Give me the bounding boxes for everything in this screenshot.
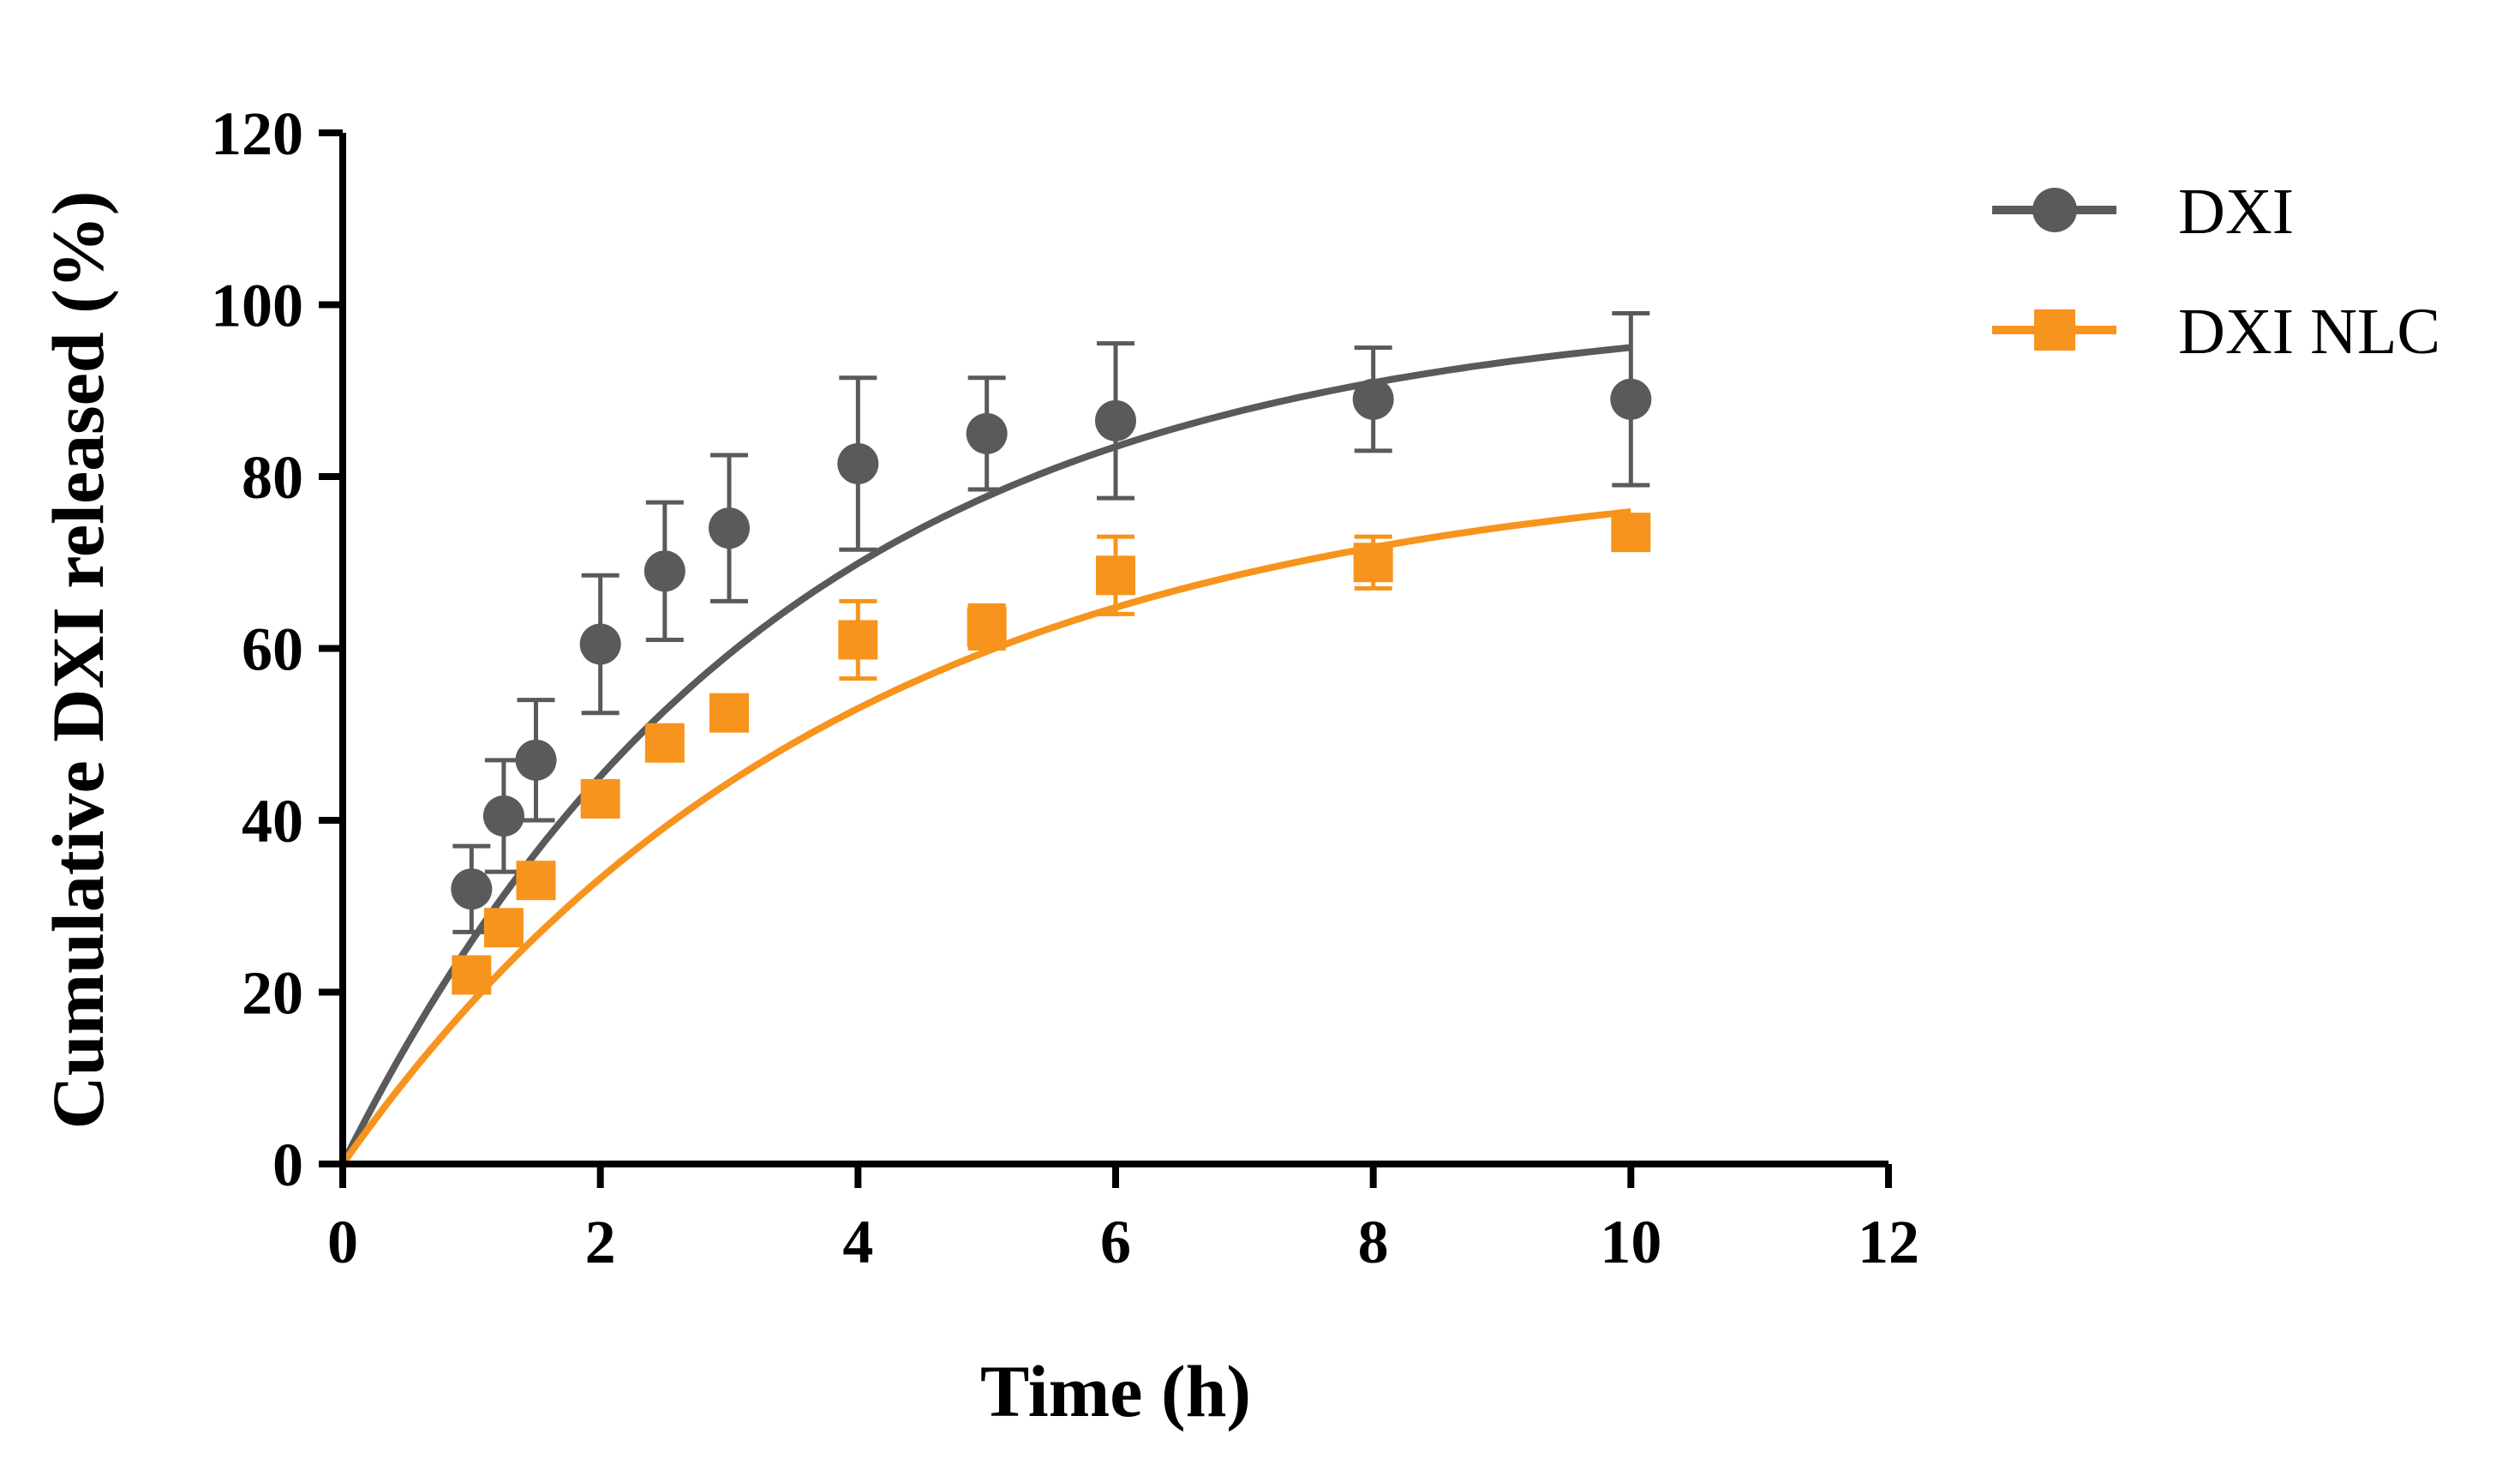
data-point-dxi bbox=[515, 739, 557, 781]
data-point-dxi-nlc bbox=[580, 778, 620, 819]
x-tick-label: 2 bbox=[585, 1208, 616, 1276]
data-point-dxi bbox=[643, 550, 685, 592]
y-tick-label: 40 bbox=[242, 787, 303, 855]
data-point-dxi-nlc bbox=[1353, 543, 1393, 583]
x-tick-label: 6 bbox=[1100, 1208, 1131, 1276]
data-point-dxi bbox=[451, 868, 493, 910]
x-tick-label: 12 bbox=[1858, 1208, 1919, 1276]
data-point-dxi-nlc bbox=[1611, 513, 1651, 553]
data-point-dxi bbox=[1352, 378, 1394, 420]
x-tick-label: 8 bbox=[1358, 1208, 1389, 1276]
y-tick-label: 120 bbox=[211, 99, 303, 168]
legend: DXI DXI NLC bbox=[1992, 176, 2440, 368]
data-point-dxi-nlc bbox=[709, 693, 749, 733]
data-point-dxi-nlc bbox=[483, 908, 524, 948]
data-point-dxi bbox=[966, 412, 1008, 454]
x-tick-label: 4 bbox=[842, 1208, 873, 1276]
x-axis-ticks: 0 2 4 6 8 10 12 bbox=[327, 1164, 1919, 1276]
y-tick-label: 0 bbox=[272, 1131, 303, 1199]
x-tick-label: 0 bbox=[327, 1208, 358, 1276]
plot-layer bbox=[339, 311, 1652, 1167]
y-axis-ticks: 0 20 40 60 80 100 120 bbox=[211, 99, 343, 1199]
data-point-dxi bbox=[482, 795, 524, 837]
data-point-dxi-nlc bbox=[516, 861, 556, 901]
data-point-dxi bbox=[837, 442, 879, 484]
y-tick-label: 80 bbox=[242, 443, 303, 512]
fit-curve-dxi bbox=[339, 344, 1631, 1166]
data-point-dxi-nlc bbox=[838, 620, 878, 660]
data-point-dxi-nlc bbox=[967, 607, 1007, 647]
legend-label-dxi: DXI bbox=[2178, 176, 2294, 248]
data-point-dxi bbox=[1095, 399, 1136, 441]
legend-marker-dxi bbox=[2032, 188, 2077, 232]
data-point-dxi bbox=[1610, 378, 1652, 420]
data-point-dxi-nlc bbox=[644, 723, 685, 763]
x-axis-title: Time (h) bbox=[980, 1350, 1251, 1432]
fit-curve-dxi-nlc bbox=[339, 508, 1631, 1167]
legend-marker-dxi-nlc bbox=[2034, 309, 2075, 351]
y-tick-label: 20 bbox=[242, 959, 303, 1028]
data-point-dxi bbox=[709, 507, 750, 549]
legend-label-dxi-nlc: DXI NLC bbox=[2178, 296, 2440, 368]
y-tick-label: 100 bbox=[211, 272, 303, 340]
data-point-dxi-nlc bbox=[1096, 555, 1135, 596]
y-axis-title: Cumulative DXI released (%) bbox=[37, 191, 119, 1130]
data-point-dxi-nlc bbox=[452, 955, 492, 995]
x-tick-label: 10 bbox=[1600, 1208, 1661, 1276]
y-tick-label: 60 bbox=[242, 615, 303, 684]
data-point-dxi bbox=[579, 623, 621, 665]
